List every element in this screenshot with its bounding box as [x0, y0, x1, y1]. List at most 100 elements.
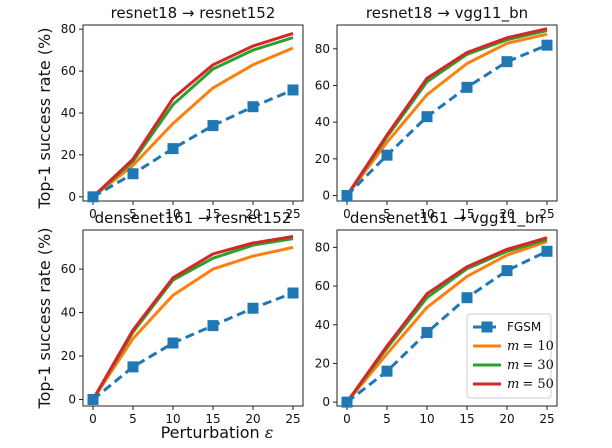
- y-tick-label: 60: [61, 262, 76, 276]
- y-tick-label: 60: [61, 64, 76, 78]
- series-line-m50: [345, 27, 548, 197]
- fgsm-marker: [87, 393, 99, 405]
- fgsm-marker: [501, 56, 513, 68]
- x-tick-label: 15: [205, 412, 220, 426]
- fgsm-marker: [207, 120, 219, 132]
- y-tick-label: 40: [61, 306, 76, 320]
- series-line-m50: [91, 235, 294, 401]
- fgsm-marker: [167, 337, 179, 349]
- legend-label: FGSM: [507, 320, 541, 334]
- x-tick-label: 5: [129, 207, 137, 221]
- fgsm-marker: [207, 320, 219, 332]
- y-tick-label: 80: [315, 240, 330, 254]
- y-tick-label: 20: [61, 349, 76, 363]
- series-line-FGSM: [345, 43, 548, 197]
- panel-1: resnet18 → resnet152 0 5 10 15 20 25 0 20 40 60 80: [61, 4, 304, 221]
- axes-frame: [336, 24, 558, 202]
- x-tick-label: 15: [459, 207, 474, 221]
- x-tick-label: 15: [205, 207, 220, 221]
- y-tick-label: 80: [61, 22, 76, 36]
- x-tick-label: 15: [459, 412, 474, 426]
- legend-label: m = 50: [507, 377, 554, 392]
- y-tick-label: 60: [315, 279, 330, 293]
- panel-title: resnet18 → resnet152: [111, 4, 276, 22]
- x-tick-label: 20: [245, 207, 260, 221]
- panel-2: resnet18 → vgg11_bn 0 5 10 15 20 25 0 20 40 60 80: [315, 4, 558, 221]
- y-tick-label: 0: [68, 190, 76, 204]
- y-axis-label-bottom: Top-1 success rate (%): [35, 228, 54, 410]
- x-tick-label: 25: [539, 207, 554, 221]
- x-tick-label: 5: [383, 207, 391, 221]
- x-tick-label: 5: [129, 412, 137, 426]
- series-line-m10: [345, 240, 548, 404]
- series-line-FGSM: [92, 88, 294, 199]
- x-axis-label-text: Perturbation: [161, 423, 260, 442]
- fgsm-marker: [247, 101, 259, 113]
- axes-frame: [82, 229, 304, 407]
- fgsm-marker: [381, 149, 393, 161]
- legend-marker: [481, 321, 493, 333]
- y-tick-label: 0: [322, 189, 330, 203]
- x-tick-label: 20: [499, 412, 514, 426]
- panel-4: densenet161 → vgg11_bn0 5 10 15 20 2502040608…: [315, 209, 558, 426]
- x-tick-label: 10: [419, 412, 434, 426]
- fgsm-marker: [421, 111, 433, 123]
- legend: FGSM m = 10 m = 30 m = 50: [466, 313, 554, 399]
- series-line-m10: [91, 245, 294, 401]
- x-tick-label: 0: [343, 207, 351, 221]
- fgsm-marker: [461, 81, 473, 93]
- series-line-m50: [91, 31, 294, 198]
- x-tick-label: 20: [245, 412, 260, 426]
- series-line-m30: [345, 29, 548, 197]
- series-line-FGSM: [346, 249, 548, 404]
- x-tick-label: 0: [89, 412, 97, 426]
- y-tick-label: 0: [68, 392, 76, 406]
- y-tick-label: 40: [315, 318, 330, 332]
- fgsm-marker: [87, 191, 99, 203]
- x-tick-label: 25: [285, 412, 300, 426]
- y-tick-label: 40: [315, 115, 330, 129]
- fgsm-marker: [381, 365, 393, 377]
- x-tick-label: 25: [285, 207, 300, 221]
- series-line-FGSM: [92, 291, 294, 401]
- x-tick-label: 20: [499, 207, 514, 221]
- fgsm-marker: [287, 84, 299, 96]
- x-tick-label: 5: [383, 412, 391, 426]
- x-tick-label: 10: [165, 412, 180, 426]
- panel-title: densenet161 → vgg11_bn: [350, 209, 544, 228]
- fgsm-marker: [127, 361, 139, 373]
- y-tick-label: 20: [315, 356, 330, 370]
- panel-title: resnet18 → vgg11_bn: [366, 4, 528, 23]
- x-tick-label: 0: [89, 207, 97, 221]
- x-tick-label: 10: [419, 207, 434, 221]
- y-tick-label: 80: [315, 42, 330, 56]
- fgsm-marker: [127, 168, 139, 180]
- axes-frame: [336, 229, 558, 407]
- fgsm-marker: [501, 265, 513, 277]
- series-line-m50: [345, 236, 548, 403]
- fgsm-marker: [341, 190, 353, 201]
- fgsm-marker: [247, 302, 259, 314]
- series-line-m10: [92, 46, 294, 198]
- fgsm-marker: [541, 39, 553, 51]
- fgsm-marker: [167, 143, 179, 155]
- y-tick-label: 20: [315, 152, 330, 166]
- fgsm-marker: [461, 292, 473, 304]
- y-tick-label: 60: [315, 79, 330, 93]
- x-axis-label: Perturbation ε: [161, 423, 274, 442]
- fgsm-marker: [421, 327, 433, 339]
- fgsm-marker: [341, 396, 353, 408]
- panel-title: densenet161 → resnet152: [95, 209, 292, 227]
- y-tick-label: 20: [61, 148, 76, 162]
- x-tick-label: 0: [343, 412, 351, 426]
- legend-label: m = 10: [507, 339, 554, 354]
- fgsm-marker: [541, 245, 553, 257]
- series-line-m30: [91, 237, 294, 401]
- series-line-m10: [345, 32, 548, 197]
- legend-box: [466, 313, 552, 399]
- legend-label: m = 30: [507, 358, 554, 373]
- x-axis-label-symbol: ε: [265, 423, 274, 442]
- fgsm-marker: [287, 287, 299, 299]
